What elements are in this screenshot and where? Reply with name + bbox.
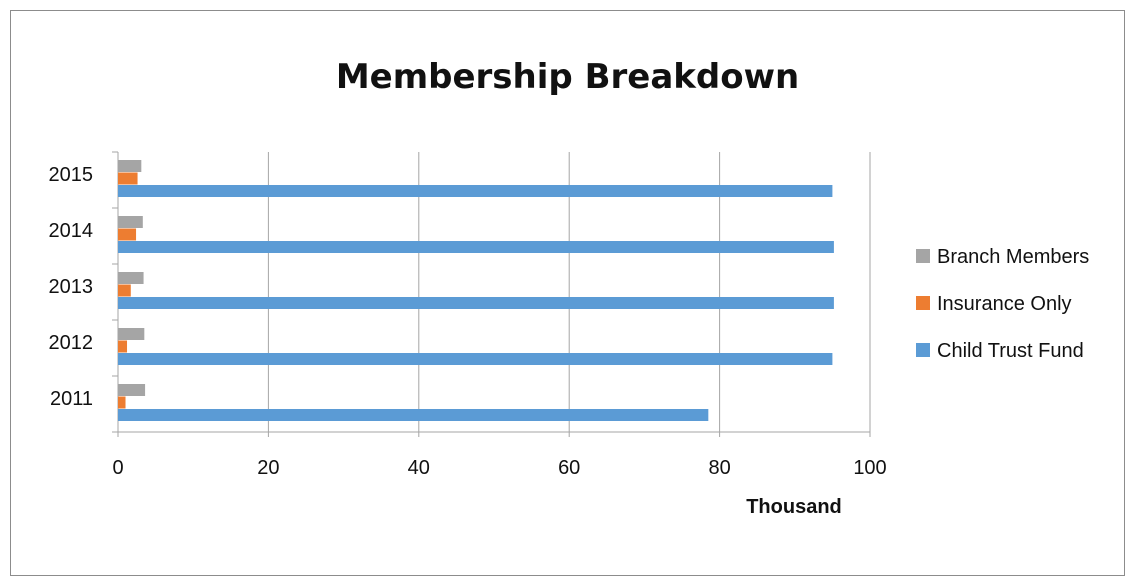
x-tick-label: 100 xyxy=(853,457,886,479)
x-tick-label: 20 xyxy=(257,457,279,479)
y-tick-label: 2013 xyxy=(49,276,94,298)
bar xyxy=(118,160,142,172)
x-tick-label: 0 xyxy=(112,457,123,479)
bar xyxy=(118,384,146,396)
y-tick-label: 2014 xyxy=(49,220,94,242)
bar xyxy=(118,185,833,197)
bar xyxy=(118,328,145,340)
bar xyxy=(118,297,834,309)
legend-swatch xyxy=(916,343,930,357)
x-tick-label: 40 xyxy=(408,457,430,479)
bar xyxy=(118,241,834,253)
bar xyxy=(118,228,137,241)
legend-label: Child Trust Fund xyxy=(937,340,1084,362)
x-tick-label: 60 xyxy=(558,457,580,479)
bar xyxy=(118,284,131,297)
y-tick-label: 2011 xyxy=(50,388,93,410)
chart-title: Membership Breakdown xyxy=(335,57,800,97)
legend-label: Insurance Only xyxy=(937,293,1072,315)
legend-swatch xyxy=(916,249,930,263)
y-tick-label: 2015 xyxy=(49,164,94,186)
legend-swatch xyxy=(916,296,930,310)
legend-label: Branch Members xyxy=(937,246,1089,268)
bar xyxy=(118,396,126,409)
bar xyxy=(118,272,144,284)
chart-area: Membership Breakdown xyxy=(10,10,1125,576)
y-tick-label: 2012 xyxy=(49,332,94,354)
bar xyxy=(118,340,128,353)
bar xyxy=(118,409,709,421)
bar xyxy=(118,353,833,365)
x-axis-title: Thousand xyxy=(746,496,842,518)
bar xyxy=(118,216,143,228)
x-tick-label: 80 xyxy=(708,457,730,479)
bar xyxy=(118,172,138,185)
